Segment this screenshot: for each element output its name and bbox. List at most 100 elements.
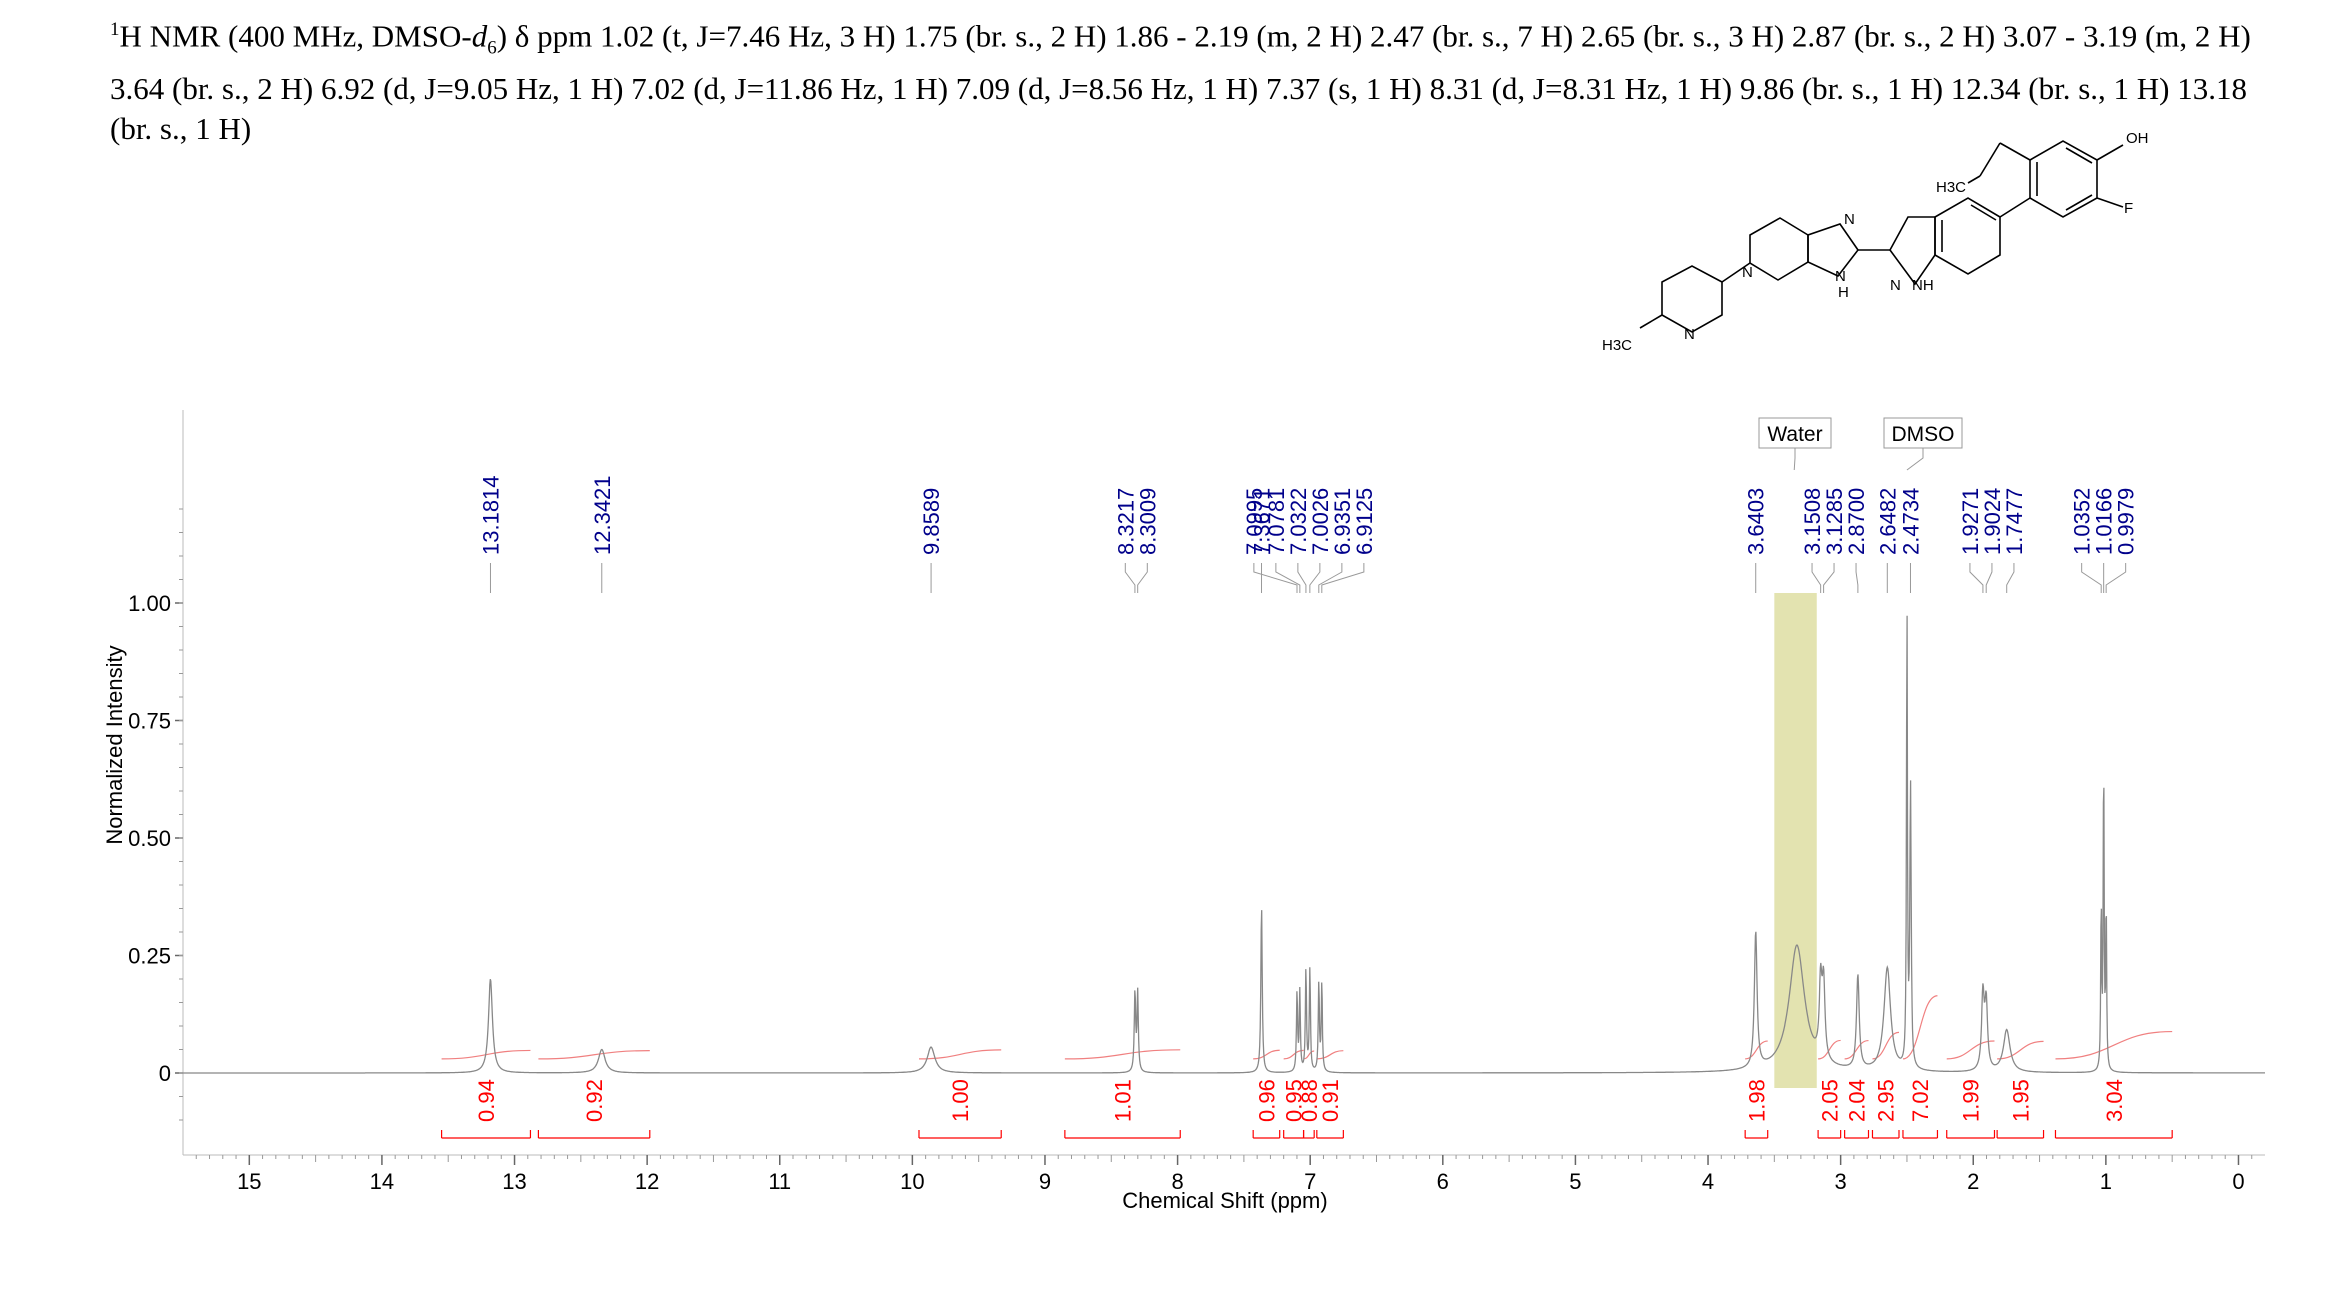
integral-curve [1997,1040,2044,1060]
integral-curve [1946,1040,1995,1060]
peak-label: 3.6403 [1744,488,1769,555]
peak-label: 7.0026 [1308,488,1333,555]
integral-curve [1745,1040,1768,1060]
peak-label: 3.1508 [1800,488,1825,555]
methylpiperidine-n-label: N [1684,326,1695,343]
y-tick-label: 1.00 [128,591,171,616]
peak-label: 1.0352 [2070,488,2095,555]
x-tick-label: 8 [1171,1169,1183,1194]
integral-value: 0.91 [1318,1079,1343,1122]
annotation-box [1758,417,1832,449]
peak-label: 1.9024 [1980,488,2005,555]
peak-label: 3.1285 [1822,488,1847,555]
y-tick-label: 0.50 [128,826,171,851]
peak-leader [1823,563,1835,593]
integral-value: 0.92 [582,1079,607,1122]
x-tick-label: 3 [1835,1169,1847,1194]
peak-leader [1855,563,1859,593]
peak-label: 7.0322 [1286,488,1311,555]
nucleus-superscript: 1 [110,19,120,40]
peak-label: 7.0995 [1242,488,1267,555]
peak-leader [1321,563,1365,593]
peak-leader [1297,563,1307,593]
peak-leader [1275,563,1301,593]
x-tick-label: 9 [1039,1169,1051,1194]
integral-curve [1818,1039,1841,1060]
integral-value: 2.95 [1874,1079,1899,1122]
fluoro-label: F [2124,200,2133,217]
header-peak-list: ) δ ppm 1.02 (t, J=7.46 Hz, 3 H) 1.75 (b… [110,18,2251,146]
integral-curve [1844,1039,1869,1060]
x-tick-label: 13 [502,1169,526,1194]
peak-label: 1.7477 [2002,488,2027,555]
water-region [1774,593,1817,1088]
integral-value: 2.04 [1845,1079,1870,1122]
integral-value: 0.88 [1297,1079,1322,1122]
integral-curve [1303,1050,1315,1060]
x-axis: 15 14 13 12 11 10 9 8 7 6 5 4 3 2 1 0 [195,1155,2253,1194]
peak-leader [1124,563,1136,593]
integral-value: 7.02 [1908,1079,1933,1122]
x-tick-label: 6 [1437,1169,1449,1194]
annotation-label: Water [1767,423,1822,446]
header-prefix: H NMR (400 MHz, DMSO- [119,18,472,54]
integral-value: 2.05 [1817,1079,1842,1122]
peak-label: 2.6482 [1875,488,1900,555]
solvent-subscript: 6 [487,37,497,59]
structure-labels: OH F H3C N H N N NH N N H3C [1602,130,2149,354]
integral-curve [918,1049,1002,1060]
annotation-box [1883,417,1963,449]
peak-leader [1811,563,1822,593]
x-tick-label: 5 [1569,1169,1581,1194]
peak-label: 7.3671 [1250,488,1275,555]
peak-leader [1253,563,1298,593]
methyl-h3c-label: H3C [1602,337,1632,354]
integral-value: 1.98 [1744,1079,1769,1122]
solvent-d: d [471,18,488,54]
peak-label: 6.9125 [1352,488,1377,555]
x-tick-label: 2 [1967,1169,1979,1194]
imidazole-nh-label: H [1838,284,1849,301]
peak-label: 1.0166 [2092,488,2117,555]
y-axis-label: Normalized Intensity [102,645,127,844]
x-tick-label: 4 [1702,1169,1714,1194]
integral-value: 0.95 [1282,1079,1307,1122]
peak-label: 0.9979 [2114,488,2139,555]
integral-value: 0.96 [1254,1079,1279,1122]
peak-label: 2.8700 [1844,488,1869,555]
integral-value: 0.94 [474,1079,499,1122]
water-shading [1774,593,1817,1088]
peak-leader [1969,563,1984,593]
peak-leader [2105,563,2127,593]
spectrum-trace [183,615,2265,1074]
ethyl-h3c-label: H3C [1936,179,1966,196]
integral-curve [1253,1049,1280,1060]
peak-label: 13.1814 [478,475,503,555]
oh-label: OH [2126,130,2149,147]
peak-leader [1137,563,1148,593]
integral-value: 1.01 [1111,1079,1136,1122]
peak-leader [2006,563,2015,593]
annotation-leader [1906,448,1924,471]
y-tick-label: 0.25 [128,944,171,969]
peak-leader [1985,563,1993,593]
integral-curve [1316,1050,1344,1060]
x-tick-label: 15 [237,1169,261,1194]
x-tick-label: 10 [900,1169,924,1194]
peak-leader [1318,563,1343,593]
peak-label: 9.8589 [919,488,944,555]
integral-curve [1064,1049,1181,1060]
peak-label: 12.3421 [590,475,615,555]
pyridine-n-label: N [1742,264,1753,281]
integral-value: 1.00 [948,1079,973,1122]
y-tick-label: 0.75 [128,709,171,734]
x-tick-label: 0 [2232,1169,2244,1194]
chemical-structure [1639,140,2124,333]
imidazole-n-label: N [1844,211,1855,228]
peak-label: 6.9351 [1330,488,1355,555]
y-axis: 1.00 0.75 0.50 0.25 0 [128,508,183,1121]
peak-label: 8.3009 [1135,488,1160,555]
peak-label: 7.0781 [1264,488,1289,555]
